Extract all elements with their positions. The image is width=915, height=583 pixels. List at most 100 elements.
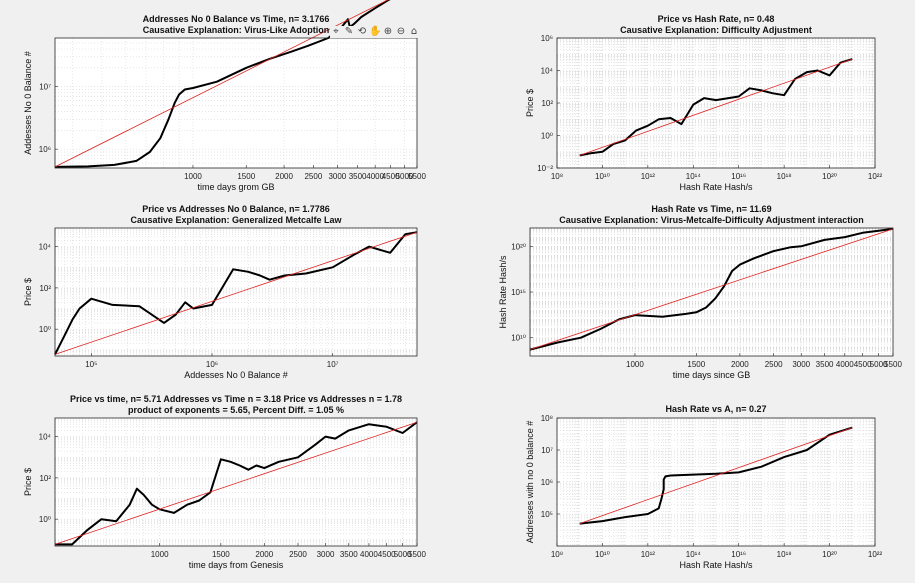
zoom-out-icon[interactable]: ⊖ — [396, 26, 406, 37]
pan-icon[interactable]: ✋ — [369, 26, 382, 37]
x-tick-label: 10⁶ — [206, 360, 218, 369]
fit-line — [579, 427, 853, 524]
y-tick-label: 10⁰ — [541, 132, 553, 141]
chart-subtitle: Causative Explanation: Virus-Metcalfe-Di… — [559, 215, 864, 225]
y-axis-label: Addresses with no 0 balance # — [525, 421, 535, 544]
x-tick-label: 2500 — [765, 360, 783, 369]
x-tick-label: 10²⁰ — [822, 172, 837, 181]
x-tick-label: 10⁷ — [327, 360, 339, 369]
y-tick-label: 10⁵ — [541, 510, 553, 519]
x-tick-label: 5500 — [884, 360, 902, 369]
x-tick-label: 10⁸ — [551, 550, 563, 559]
chart-2: 10⁸ 10¹⁰ 10¹² 10¹⁴ 10¹⁶ 10¹⁸ 10²⁰ 10²² 10⁻² 10⁰ 10… — [525, 14, 882, 192]
fit-line — [54, 0, 389, 168]
x-tick-label: 3000 — [792, 360, 810, 369]
y-tick-label: 10⁴ — [541, 67, 554, 76]
chart-title: Hash Rate vs A, n= 0.27 — [666, 404, 767, 414]
x-tick-label: 4000 — [836, 360, 854, 369]
x-axis-label: time days from Genesis — [189, 560, 284, 570]
x-axis-label: Hash Rate Hash/s — [679, 182, 753, 192]
x-axis-label: Hash Rate Hash/s — [679, 560, 753, 570]
x-tick-label: 2000 — [731, 360, 749, 369]
brush-icon[interactable]: ✎ — [344, 26, 354, 37]
x-tick-label: 10¹⁰ — [595, 550, 610, 559]
y-axis-label: Price $ — [23, 468, 33, 496]
y-axis-label: Addesses No 0 Balance # — [23, 51, 33, 155]
y-axis-label: Price $ — [23, 278, 33, 306]
chart-title: Price vs Addresses No 0 Balance, n= 1.77… — [142, 204, 330, 214]
data-series — [579, 426, 853, 525]
x-tick-label: 3500 — [349, 172, 367, 181]
x-tick-label: 10⁸ — [551, 172, 563, 181]
x-tick-label: 2000 — [255, 550, 273, 559]
y-tick-label: 10⁶ — [541, 34, 553, 43]
chart-subtitle: Causative Explanation: Difficulty Adjust… — [620, 25, 812, 35]
grid — [557, 38, 875, 168]
axes-box — [54, 227, 418, 357]
x-tick-label: 5500 — [408, 550, 426, 559]
x-tick-label: 5000 — [396, 172, 414, 181]
data-series — [529, 227, 894, 351]
fit-line — [579, 58, 853, 156]
x-tick-label: 10¹⁸ — [777, 172, 792, 181]
x-tick-label: 10²² — [868, 172, 883, 181]
plot-area[interactable] — [55, 418, 417, 546]
x-tick-label: 10¹² — [641, 172, 656, 181]
y-tick-label: 10⁰ — [39, 515, 51, 524]
chart-4: 1000 1500 2000 2500 3000 3500 4000 450050005500… — [498, 204, 902, 380]
data-tip-icon[interactable]: ⌖ — [333, 26, 339, 37]
axes-toolbar: ⌖ ✎ ⟲ ✋ ⊕ ⊖ ⌂ — [330, 26, 420, 38]
chart-1: 1000 1500 2000 2500 3000 3500 4000450050005500… — [23, 0, 426, 192]
y-tick-label: 10⁷ — [541, 446, 553, 455]
chart-title: Addresses No 0 Balance vs Time, n= 3.176… — [143, 14, 330, 24]
x-tick-label: 2500 — [289, 550, 307, 559]
chart-6: 10⁸ 10¹⁰ 10¹² 10¹⁴ 10¹⁶ 10¹⁸ 10²⁰ 10²² 10⁵ 10⁶ 10⁷… — [525, 404, 882, 570]
x-tick-label: 10¹⁶ — [731, 550, 746, 559]
axes-box — [54, 417, 418, 547]
plot-area[interactable] — [55, 228, 417, 356]
y-tick-label: 10⁸ — [541, 414, 553, 423]
plot-area[interactable] — [55, 38, 417, 168]
home-icon[interactable]: ⌂ — [410, 26, 418, 37]
axes-box — [54, 37, 418, 169]
y-tick-label: 10⁻² — [537, 164, 553, 173]
x-tick-label: 2000 — [275, 172, 293, 181]
y-axis-label: Hash Rate Hash/s — [498, 255, 508, 329]
y-tick-label: 10⁶ — [39, 145, 51, 154]
y-tick-label: 10⁰ — [39, 325, 51, 334]
x-tick-label: 5000 — [870, 360, 888, 369]
x-tick-label: 10¹² — [641, 550, 656, 559]
chart-subtitle: Causative Explanation: Generalized Metca… — [130, 215, 342, 225]
x-axis-label: time days grom GB — [197, 182, 274, 192]
fit-line — [54, 421, 418, 545]
x-tick-label: 1500 — [212, 550, 230, 559]
grid — [55, 38, 417, 168]
x-tick-label: 10¹⁸ — [777, 550, 792, 559]
y-tick-label: 10⁴ — [39, 433, 52, 442]
grid — [55, 418, 417, 546]
x-tick-label: 3500 — [816, 360, 834, 369]
chart-subtitle: product of exponents = 5.65, Percent Dif… — [128, 405, 344, 415]
y-tick-label: 10² — [541, 99, 553, 108]
x-tick-label: 3500 — [340, 550, 358, 559]
x-tick-label: 1000 — [184, 172, 202, 181]
y-tick-label: 10² — [39, 474, 51, 483]
data-series — [54, 231, 418, 355]
fit-line — [529, 228, 894, 350]
x-tick-label: 5000 — [394, 550, 412, 559]
x-tick-label: 5500 — [408, 172, 426, 181]
zoom-in-icon[interactable]: ⊕ — [383, 26, 393, 37]
y-tick-label: 10⁷ — [39, 83, 51, 92]
x-axis-label: time days since GB — [673, 370, 751, 380]
chart-subtitle: Causative Explanation: Virus-Like Adopti… — [143, 25, 330, 35]
x-tick-label: 10¹⁴ — [686, 172, 702, 181]
rotate-icon[interactable]: ⟲ — [357, 26, 367, 37]
x-tick-label: 3000 — [317, 550, 335, 559]
fit-line — [54, 231, 418, 355]
chart-title: Price vs time, n= 5.71 Addresses vs Time… — [70, 394, 402, 404]
x-tick-label: 2500 — [304, 172, 322, 181]
x-axis-label: Addesses No 0 Balance # — [184, 370, 288, 380]
x-tick-label: 1500 — [687, 360, 705, 369]
x-tick-label: 10¹⁶ — [731, 172, 746, 181]
